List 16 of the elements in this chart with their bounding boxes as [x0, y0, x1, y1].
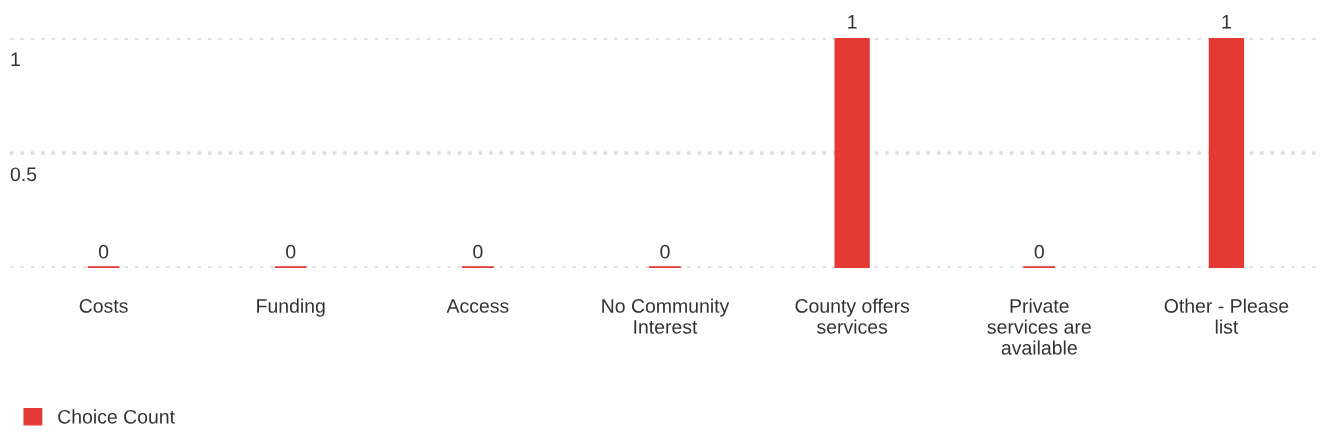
- x-tick-label: Access: [446, 299, 509, 313]
- x-tick-label: No Community Interest: [602, 298, 730, 334]
- x-tick-label: County offers services: [795, 298, 910, 334]
- data-label: 1: [1222, 15, 1231, 29]
- y-tick-label: 0.5: [10, 167, 37, 182]
- data-label: 0: [1034, 244, 1044, 259]
- data-label: 0: [660, 244, 670, 259]
- data-label: 0: [286, 244, 296, 259]
- x-tick-label: Funding: [257, 298, 325, 317]
- data-label: 0: [98, 244, 109, 259]
- legend-label: Choice Count: [58, 409, 175, 424]
- x-tick-label: Private services are available: [987, 298, 1091, 355]
- x-tick-label: Costs: [79, 299, 128, 313]
- x-tick-label: Other - Please list: [1164, 298, 1289, 334]
- data-label: 0: [473, 244, 483, 259]
- data-label: 1: [848, 15, 857, 29]
